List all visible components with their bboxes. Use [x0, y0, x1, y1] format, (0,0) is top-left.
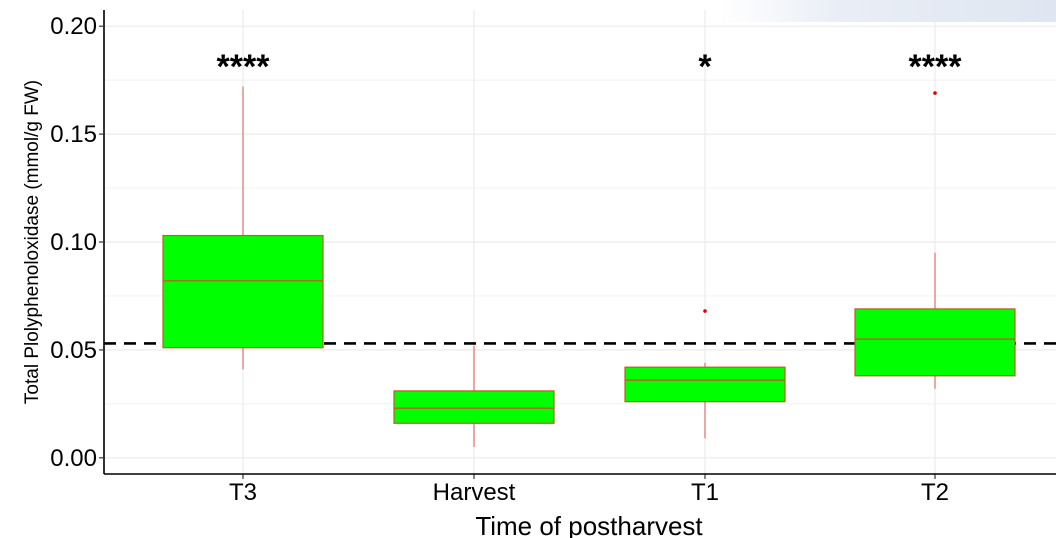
- y-tick-label: 0.15: [50, 121, 97, 148]
- box-iqr: [854, 308, 1016, 377]
- significance-label: *: [698, 48, 712, 86]
- x-tick-label: Harvest: [433, 479, 516, 506]
- box-iqr: [162, 234, 324, 349]
- labels-layer: **** T3 Harvest * T1 **** T2 0.00 0.05 0.10 0.15 0.…: [50, 13, 962, 506]
- y-tick-label: 0.20: [50, 13, 97, 40]
- box-t1: [624, 309, 786, 439]
- y-tick-label: 0.00: [50, 445, 97, 472]
- box-t2: [854, 91, 1016, 389]
- significance-label: ****: [217, 48, 271, 86]
- background-decoration: [720, 0, 1056, 22]
- box-iqr: [393, 390, 555, 424]
- boxes-layer: [162, 86, 1016, 448]
- x-tick-label: T3: [229, 479, 257, 506]
- x-tick-label: T2: [921, 479, 949, 506]
- y-tick-label: 0.05: [50, 337, 97, 364]
- x-axis-title: Time of postharvest: [475, 511, 703, 538]
- axes-layer: [99, 10, 1056, 479]
- x-tick-label: T1: [691, 479, 719, 506]
- outlier-point: [703, 309, 707, 313]
- box-iqr: [624, 366, 786, 403]
- y-axis-title: Total Plolyphenoloxidase (mmol/g FW): [22, 80, 43, 404]
- box-t3: [162, 86, 324, 370]
- outlier-point: [933, 91, 937, 95]
- y-tick-label: 0.10: [50, 229, 97, 256]
- significance-label: ****: [909, 48, 963, 86]
- box-harvest: [393, 345, 555, 448]
